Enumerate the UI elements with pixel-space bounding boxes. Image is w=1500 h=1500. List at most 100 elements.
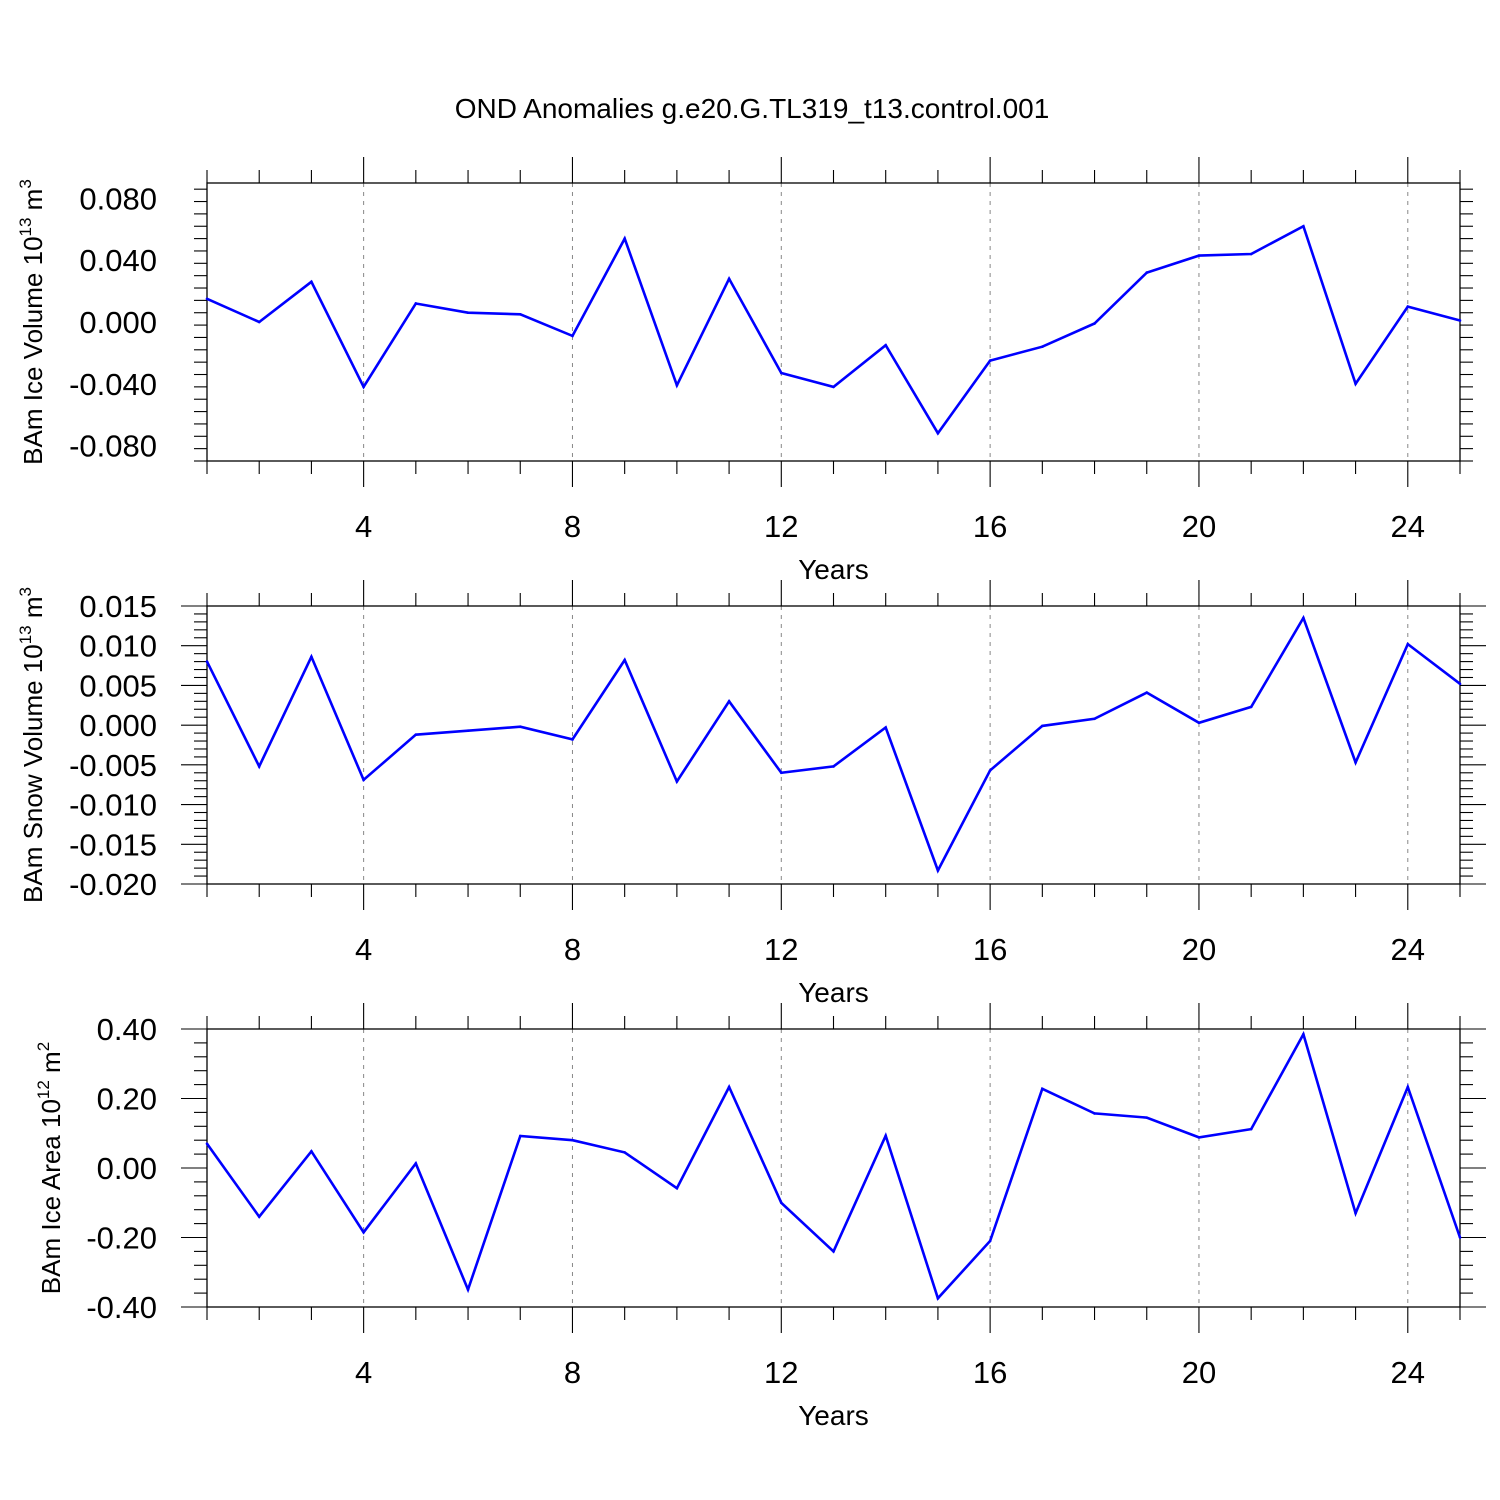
data-point <box>414 302 418 305</box>
data-point <box>257 1215 261 1218</box>
y-tick-label: -0.015 <box>69 827 157 862</box>
data-point <box>362 385 365 389</box>
data-point <box>675 780 679 783</box>
data-point <box>1145 691 1149 694</box>
y-axis-label-part: 3 <box>16 587 35 596</box>
data-point <box>205 1142 209 1145</box>
x-tick-label: 8 <box>564 932 581 967</box>
data-point <box>727 1085 731 1089</box>
x-tick-label: 8 <box>564 509 581 544</box>
panel-1: 0.080 0.040 0.000 -0.040 -0.080 4 8 12 16 20 24 Yea… <box>16 157 1473 585</box>
figure-title: OND Anomalies g.e20.G.TL319_t13.control.… <box>455 93 1050 124</box>
x-tick-label: 24 <box>1391 1355 1425 1390</box>
y-axis-label-part: BAm Ice Area 10 <box>36 1099 66 1294</box>
data-point <box>727 700 731 703</box>
data-point <box>1249 1127 1253 1131</box>
data-point <box>623 658 626 662</box>
x-tick-label: 20 <box>1182 1355 1216 1390</box>
data-point <box>466 1288 470 1291</box>
x-tick-label: 4 <box>355 509 372 544</box>
data-point <box>571 1138 574 1142</box>
data-point <box>936 1297 940 1300</box>
data-point <box>1041 724 1044 728</box>
data-point <box>466 729 470 733</box>
plot-frame <box>206 182 1461 462</box>
data-point <box>1354 382 1357 386</box>
data-point <box>257 765 261 768</box>
data-point <box>623 237 626 240</box>
data-point <box>1093 1112 1096 1115</box>
data-point <box>1093 717 1096 721</box>
data-point <box>205 660 209 663</box>
data-point <box>362 778 365 782</box>
data-point <box>1458 682 1462 686</box>
x-tick-label: 4 <box>355 932 372 967</box>
y-tick-label: 0.20 <box>97 1082 157 1117</box>
panel-3: 0.40 0.20 0.00 -0.20 -0.40 4 8 12 16 20 24 Years BAm… <box>34 1003 1486 1431</box>
y-tick-label: 0.40 <box>97 1012 157 1047</box>
x-tick-label: 24 <box>1391 509 1425 544</box>
data-point <box>988 1239 992 1243</box>
data-point <box>1249 705 1253 709</box>
data-point <box>832 385 835 389</box>
data-point <box>988 359 992 362</box>
y-tick-label: 0.080 <box>79 181 157 216</box>
data-point <box>1406 305 1410 308</box>
data-point <box>936 869 940 872</box>
series-line <box>205 1030 1462 1301</box>
data-point <box>466 311 470 315</box>
y-axis-label-part: BAm Snow Volume 10 <box>18 644 48 903</box>
series-line <box>206 224 1461 436</box>
y-axis-label-part: m <box>18 596 48 625</box>
data-point <box>1197 1136 1201 1139</box>
data-point <box>1145 271 1149 274</box>
y-tick-label: -0.020 <box>69 867 157 902</box>
data-point <box>727 277 731 281</box>
plot-frame <box>206 1028 1461 1308</box>
y-axis-label-part: 2 <box>34 1042 53 1051</box>
data-point <box>571 738 574 741</box>
x-tick-label: 8 <box>564 1355 581 1390</box>
data-point <box>623 1151 626 1154</box>
data-point <box>1406 642 1410 646</box>
y-tick-label: -0.080 <box>69 429 157 464</box>
data-point <box>1093 322 1096 325</box>
y-axis-label-part: BAm Ice Volume 10 <box>18 236 48 464</box>
x-tick-label: 24 <box>1391 932 1425 967</box>
y-axis-label: BAm Ice Volume 1013 m3 <box>16 179 48 465</box>
data-point <box>884 343 888 347</box>
y-tick-label: 0.005 <box>79 668 157 703</box>
data-point <box>832 765 835 768</box>
data-point <box>310 1150 313 1153</box>
x-tick-label: 16 <box>973 509 1007 544</box>
data-point <box>1041 1087 1044 1091</box>
x-tick-label: 4 <box>355 1355 372 1390</box>
y-tick-label: 0.015 <box>79 589 157 624</box>
data-point <box>414 733 418 736</box>
x-tick-label: 12 <box>764 509 798 544</box>
data-point <box>1197 721 1201 725</box>
series-line <box>205 614 1461 874</box>
x-axis-label: Years <box>798 554 869 585</box>
x-axis-label: Years <box>798 1400 869 1431</box>
data-point <box>675 1186 679 1190</box>
y-tick-label: 0.000 <box>79 708 157 743</box>
x-tick-label: 12 <box>764 1355 798 1390</box>
data-point <box>310 280 313 284</box>
data-point <box>414 1162 418 1165</box>
data-point <box>518 725 522 729</box>
data-point <box>1458 1236 1462 1239</box>
x-tick-label: 16 <box>973 1355 1007 1390</box>
data-point <box>1197 254 1201 257</box>
y-tick-label: -0.010 <box>69 788 157 823</box>
x-tick-label: 20 <box>1182 509 1216 544</box>
data-point <box>884 726 888 729</box>
y-axis-label-part: 13 <box>16 625 35 644</box>
data-point <box>257 320 261 324</box>
data-point <box>571 334 574 338</box>
y-tick-label: -0.40 <box>86 1290 157 1325</box>
data-point <box>1302 224 1305 228</box>
x-axis-label: Years <box>798 977 869 1008</box>
y-axis-label: BAm Ice Area 1012 m2 <box>34 1042 66 1294</box>
